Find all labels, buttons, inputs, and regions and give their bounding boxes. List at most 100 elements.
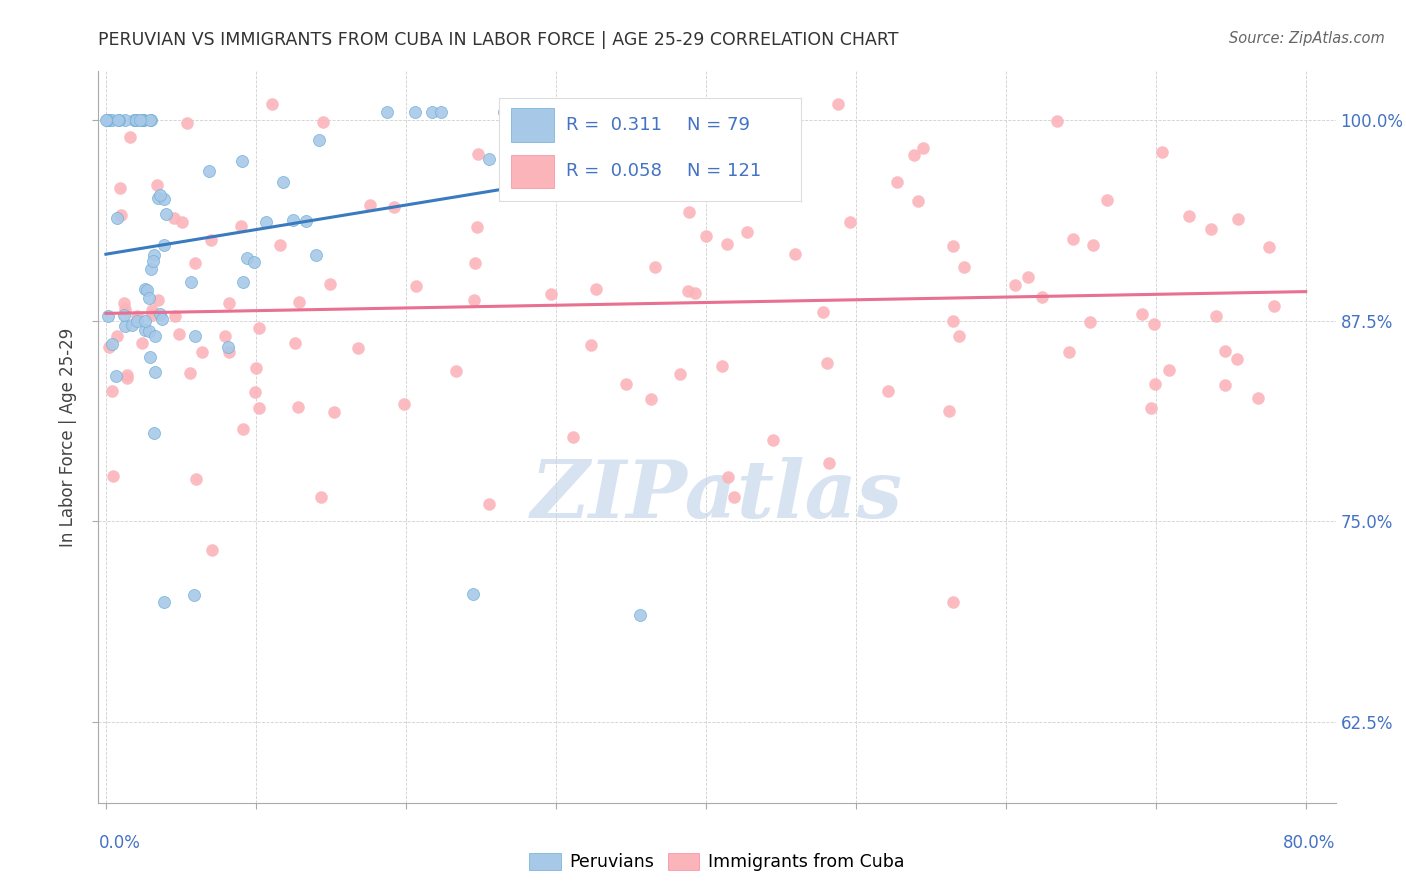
Point <box>678 204 700 219</box>
Point <box>138 291 160 305</box>
Point <box>911 141 934 155</box>
Point <box>711 359 734 373</box>
Point <box>152 238 174 252</box>
Point <box>149 187 172 202</box>
Point <box>657 164 679 178</box>
Point <box>1139 401 1161 415</box>
Point <box>907 194 929 209</box>
Point <box>121 318 143 332</box>
Point <box>134 323 156 337</box>
Point <box>813 305 835 319</box>
Point <box>308 133 330 147</box>
Point <box>231 154 253 169</box>
Point <box>735 225 758 239</box>
Text: 80.0%: 80.0% <box>1284 834 1336 852</box>
Point <box>1004 278 1026 293</box>
Point <box>942 239 965 253</box>
Point <box>948 328 970 343</box>
Point <box>547 182 569 196</box>
Point <box>717 470 740 484</box>
Point <box>1031 290 1053 304</box>
Text: N = 79: N = 79 <box>686 116 749 135</box>
Point <box>155 206 177 220</box>
Point <box>232 422 254 436</box>
Point <box>152 595 174 609</box>
Point <box>141 302 163 317</box>
Point <box>444 364 467 378</box>
Point <box>465 220 488 235</box>
Point <box>245 384 267 399</box>
Point <box>1226 351 1249 366</box>
Point <box>591 109 613 123</box>
Bar <box>512 108 554 142</box>
Point <box>575 104 598 119</box>
Point <box>142 426 165 441</box>
Point <box>271 175 294 189</box>
Point <box>478 152 501 166</box>
Point <box>167 327 190 342</box>
Point <box>1017 269 1039 284</box>
Point <box>430 104 453 119</box>
Point <box>129 112 152 127</box>
Point <box>150 312 173 326</box>
Point <box>229 219 252 234</box>
Point <box>170 215 193 229</box>
Point <box>134 314 156 328</box>
Point <box>783 247 806 261</box>
Point <box>127 313 149 327</box>
Point <box>124 112 146 127</box>
Point <box>561 430 583 444</box>
Point <box>540 287 562 301</box>
Point <box>758 104 780 119</box>
Point <box>125 309 148 323</box>
Point <box>641 104 664 119</box>
Point <box>138 112 160 127</box>
Point <box>98 341 121 355</box>
Point <box>295 214 318 228</box>
Point <box>838 215 860 229</box>
Point <box>184 329 207 343</box>
Point <box>762 433 785 447</box>
Point <box>723 490 745 504</box>
Point <box>1199 221 1222 235</box>
Point <box>149 307 172 321</box>
Text: R =  0.058: R = 0.058 <box>565 162 661 180</box>
Point <box>247 401 270 415</box>
Point <box>464 255 486 269</box>
Point <box>131 112 153 127</box>
Point <box>135 283 157 297</box>
Point <box>103 469 125 483</box>
Text: 0.0%: 0.0% <box>98 834 141 852</box>
Point <box>242 255 264 269</box>
Point <box>134 282 156 296</box>
Point <box>143 329 166 343</box>
Point <box>96 112 118 127</box>
Text: R =  0.311: R = 0.311 <box>565 116 662 135</box>
Point <box>716 237 738 252</box>
Point <box>232 275 254 289</box>
Point <box>579 338 602 352</box>
Point <box>247 321 270 335</box>
Point <box>256 215 278 229</box>
Point <box>683 156 706 170</box>
Point <box>105 329 128 343</box>
Point <box>146 178 169 193</box>
Point <box>115 368 138 382</box>
Point <box>115 370 138 384</box>
Point <box>305 248 328 262</box>
Point <box>139 112 162 127</box>
Point <box>461 587 484 601</box>
Point <box>876 384 898 398</box>
Text: Source: ZipAtlas.com: Source: ZipAtlas.com <box>1229 31 1385 46</box>
Point <box>640 392 662 406</box>
Point <box>122 112 145 127</box>
Point <box>359 198 381 212</box>
Point <box>190 345 212 359</box>
Point <box>628 608 651 623</box>
Point <box>1205 309 1227 323</box>
Point <box>676 104 699 119</box>
Point <box>543 170 565 185</box>
Point <box>112 295 135 310</box>
Point <box>179 366 201 380</box>
Point <box>288 294 311 309</box>
